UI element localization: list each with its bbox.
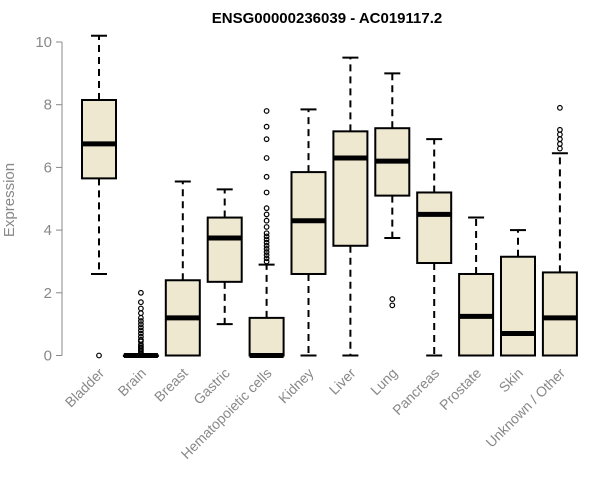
x-tick-label: Liver	[326, 365, 359, 398]
outlier-point	[389, 296, 396, 302]
box-brain	[122, 289, 159, 358]
outlier-point	[263, 217, 270, 224]
x-tick-label: Bladder	[62, 365, 108, 411]
outlier-point	[263, 230, 270, 237]
box-pancreas	[416, 138, 453, 357]
outlier-point	[557, 126, 563, 133]
outlier-point	[263, 224, 270, 230]
box-iqr	[206, 216, 243, 283]
outlier-point	[137, 289, 144, 296]
box-unknown-other	[541, 104, 578, 357]
outlier-point	[557, 104, 563, 111]
outlier-point	[263, 173, 270, 180]
box-breast	[164, 180, 201, 357]
x-tick-label: Lung	[367, 365, 400, 398]
box-iqr	[81, 98, 117, 180]
box-liver	[332, 56, 369, 357]
outlier-point	[263, 189, 270, 196]
y-axis-label: Expression	[1, 163, 18, 237]
outlier-point	[137, 310, 144, 317]
y-axis: 0 2 4 6 8 10	[35, 34, 63, 365]
outlier-point	[263, 258, 270, 265]
outlier-point	[263, 123, 270, 130]
x-tick-label: Kidney	[275, 365, 317, 407]
y-tick-label: 0	[44, 348, 52, 365]
outlier-point	[557, 140, 563, 147]
box-prostate	[458, 216, 495, 357]
box-lung	[374, 72, 411, 309]
x-tick-label: Breast	[151, 365, 191, 405]
x-tick-label: Unknown / Other	[482, 365, 568, 451]
outlier-point	[263, 136, 270, 143]
box-hematopoietic-cells	[248, 108, 285, 358]
outlier-point	[137, 327, 144, 334]
outlier-point	[263, 233, 270, 240]
y-tick-label: 2	[44, 285, 52, 302]
outlier-point	[137, 318, 144, 324]
outlier-point	[263, 205, 270, 212]
outlier-point	[137, 314, 144, 321]
y-tick-label: 10	[35, 34, 52, 51]
x-tick-label: Brain	[115, 365, 149, 399]
outlier-point	[137, 336, 144, 343]
outlier-point	[263, 255, 270, 262]
outlier-point	[557, 136, 563, 143]
y-tick-label: 6	[44, 159, 52, 176]
box-iqr	[332, 130, 369, 247]
y-tick-label: 4	[44, 222, 52, 239]
y-tick-label: 8	[44, 97, 52, 114]
outlier-point	[96, 352, 102, 359]
x-tick-label: Prostate	[436, 365, 484, 413]
outlier-point	[137, 333, 144, 340]
outlier-point	[263, 249, 270, 255]
box-bladder	[81, 34, 117, 359]
outlier-point	[263, 252, 270, 259]
box-skin	[500, 229, 536, 357]
box-iqr	[416, 191, 453, 265]
box-iqr	[248, 316, 285, 357]
outlier-point	[263, 246, 270, 252]
outlier-point	[263, 236, 270, 243]
x-tick-label: Pancreas	[389, 365, 442, 418]
outlier-point	[263, 108, 270, 114]
box-iqr	[541, 271, 578, 357]
outlier-point	[137, 321, 144, 328]
outlier-point	[137, 324, 144, 331]
x-tick-label: Skin	[496, 365, 527, 396]
outlier-point	[389, 302, 396, 309]
chart-title: ENSG00000236039 - AC019117.2	[212, 10, 442, 27]
outlier-point	[263, 239, 270, 246]
outlier-point	[263, 211, 270, 218]
box-gastric	[206, 188, 243, 326]
outlier-point	[557, 131, 563, 138]
outlier-point	[557, 145, 563, 152]
outlier-point	[137, 330, 144, 337]
box-kidney	[290, 108, 327, 357]
outlier-point	[137, 305, 144, 312]
outlier-point	[137, 299, 144, 306]
outlier-point	[263, 155, 270, 161]
outlier-point	[263, 242, 270, 249]
boxes	[81, 34, 578, 359]
box-iqr	[500, 255, 536, 357]
